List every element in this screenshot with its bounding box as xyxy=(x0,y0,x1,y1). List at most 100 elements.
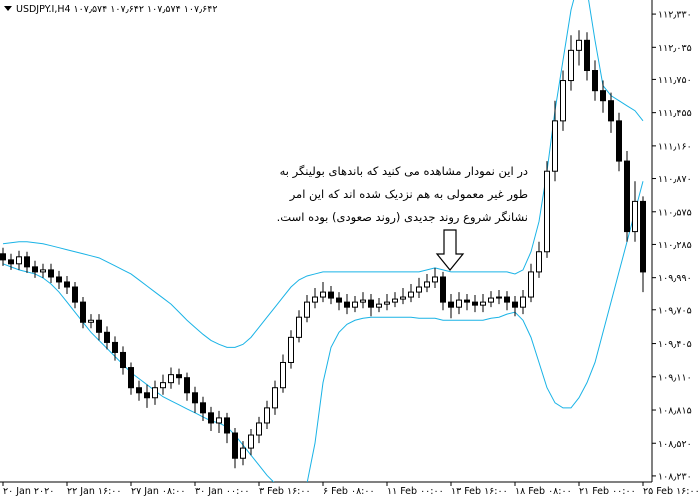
x-tick-label: ۶ Feb ۰۸:۰۰ xyxy=(323,486,375,497)
candle-body xyxy=(248,434,254,449)
candle-body xyxy=(24,256,30,268)
candle-body xyxy=(168,374,174,384)
candle-body xyxy=(440,276,446,303)
candle-body xyxy=(576,39,582,51)
candle-body xyxy=(72,286,78,303)
candle-body xyxy=(304,301,310,318)
candle-body xyxy=(88,319,94,323)
candle-body xyxy=(480,301,486,306)
candle-body xyxy=(0,253,6,261)
y-tick-label: ۱۰۸٫۸۱۵ xyxy=(658,406,692,417)
y-tick-label: ۱۰۸٫۵۲۰ xyxy=(658,439,692,450)
candle-body xyxy=(616,120,622,162)
candle-body xyxy=(384,301,390,305)
candle-body xyxy=(424,281,430,288)
y-tick-label: ۱۱۱٫۴۵۵ xyxy=(658,108,692,119)
candle-body xyxy=(152,387,158,399)
candle-body xyxy=(256,422,262,436)
candle-body xyxy=(416,286,422,293)
candle-body xyxy=(472,301,478,306)
candle-body xyxy=(104,331,110,343)
candle-body xyxy=(512,301,518,308)
x-tick-label: ۲۰ Jan ۲۰۲۰ xyxy=(3,486,54,497)
x-tick-label: ۱۸ Feb ۰۸:۰۰ xyxy=(515,486,572,497)
candle-body xyxy=(520,296,526,308)
candle-body xyxy=(608,100,614,122)
x-tick-label: ۱۱ Feb ۰۰:۰۰ xyxy=(387,486,444,497)
y-tick-label: ۱۰۸٫۲۳۰ xyxy=(658,471,692,482)
candle-body xyxy=(112,341,118,353)
candle-body xyxy=(552,120,558,172)
candle-body xyxy=(432,276,438,283)
y-tick-label: ۱۰۹٫۷۰۵ xyxy=(658,305,692,316)
y-tick-label: ۱۱۲٫۰۳۵ xyxy=(658,43,692,54)
candle-body xyxy=(184,377,190,394)
title-icon xyxy=(4,6,12,11)
candle-body xyxy=(56,276,62,283)
y-tick-label: ۱۰۹٫۹۹۰ xyxy=(658,273,692,284)
candle-body xyxy=(96,319,102,333)
y-tick-label: ۱۱۱٫۷۵۰ xyxy=(658,75,692,86)
candle-body xyxy=(504,296,510,303)
candle-body xyxy=(624,160,630,233)
candle-body xyxy=(80,301,86,323)
candle-body xyxy=(176,374,182,379)
candle-body xyxy=(312,296,318,303)
candle-body xyxy=(352,301,358,308)
candle-body xyxy=(528,271,534,298)
x-tick-label: ۲۲ Jan ۱۶:۰۰ xyxy=(67,486,122,497)
y-tick-label: ۱۰۹٫۱۱۰ xyxy=(658,372,692,383)
y-tick-label: ۱۰۹٫۴۰۵ xyxy=(658,339,692,350)
bollinger-band xyxy=(2,0,644,348)
candle-body xyxy=(464,299,470,303)
candle-body xyxy=(560,80,566,122)
candle-body xyxy=(232,432,238,459)
annotation-line: طور غیر معمولی به هم نزدیک شده اند که ای… xyxy=(289,187,528,201)
candle-body xyxy=(544,170,550,253)
candle-body xyxy=(144,392,150,399)
candle-body xyxy=(488,297,494,303)
y-tick-label: ۱۱۲٫۳۳۰ xyxy=(658,10,692,21)
candle-body xyxy=(408,291,414,298)
annotation-line: نشانگر شروع روند جدیدی (روند صعودی) بوده… xyxy=(276,210,528,224)
candle-body xyxy=(264,407,270,424)
candle-body xyxy=(584,39,590,72)
candle-body xyxy=(296,316,302,338)
x-tick-label: ۱۳ Feb ۱۶:۰۰ xyxy=(451,486,508,497)
candle-body xyxy=(344,301,350,308)
candle-body xyxy=(632,200,638,233)
candle-body xyxy=(288,336,294,363)
chart-title: USDJPY.I,H4 ۱۰۷٫۵۷۴ ۱۰۷٫۶۴۲ ۱۰۷٫۵۷۴ ۱۰۷٫… xyxy=(16,4,217,15)
candle-body xyxy=(392,298,398,303)
candle-body xyxy=(120,351,126,369)
candle-body xyxy=(128,367,134,389)
y-tick-label: ۱۱۰٫۵۷۵ xyxy=(658,207,692,218)
candle-body xyxy=(640,200,646,273)
candle-body xyxy=(592,70,598,92)
x-tick-label: ۲۱ Feb ۰۰:۰۰ xyxy=(579,486,636,497)
candle-body xyxy=(456,299,462,308)
candle-body xyxy=(224,417,230,434)
candle-body xyxy=(208,412,214,424)
candle-body xyxy=(160,382,166,389)
candle-body xyxy=(64,281,70,288)
candle-body xyxy=(136,387,142,394)
candle-body xyxy=(568,49,574,82)
x-tick-label: ۲۵ Feb ۱۶:۰۰ xyxy=(643,486,700,497)
candle-body xyxy=(536,251,542,273)
y-tick-label: ۱۱۱٫۱۶۰ xyxy=(658,141,692,152)
candle-body xyxy=(368,299,374,308)
candle-body xyxy=(280,361,286,389)
candle-body xyxy=(328,291,334,299)
candle-body xyxy=(8,259,14,265)
x-tick-label: ۳۰ Jan ۰۰:۰۰ xyxy=(195,486,250,497)
candle-body xyxy=(320,291,326,298)
bollinger-band xyxy=(2,181,644,482)
candle-body xyxy=(336,297,342,303)
candle-body xyxy=(496,296,502,299)
candle-body xyxy=(192,392,198,404)
arrow xyxy=(435,229,465,271)
